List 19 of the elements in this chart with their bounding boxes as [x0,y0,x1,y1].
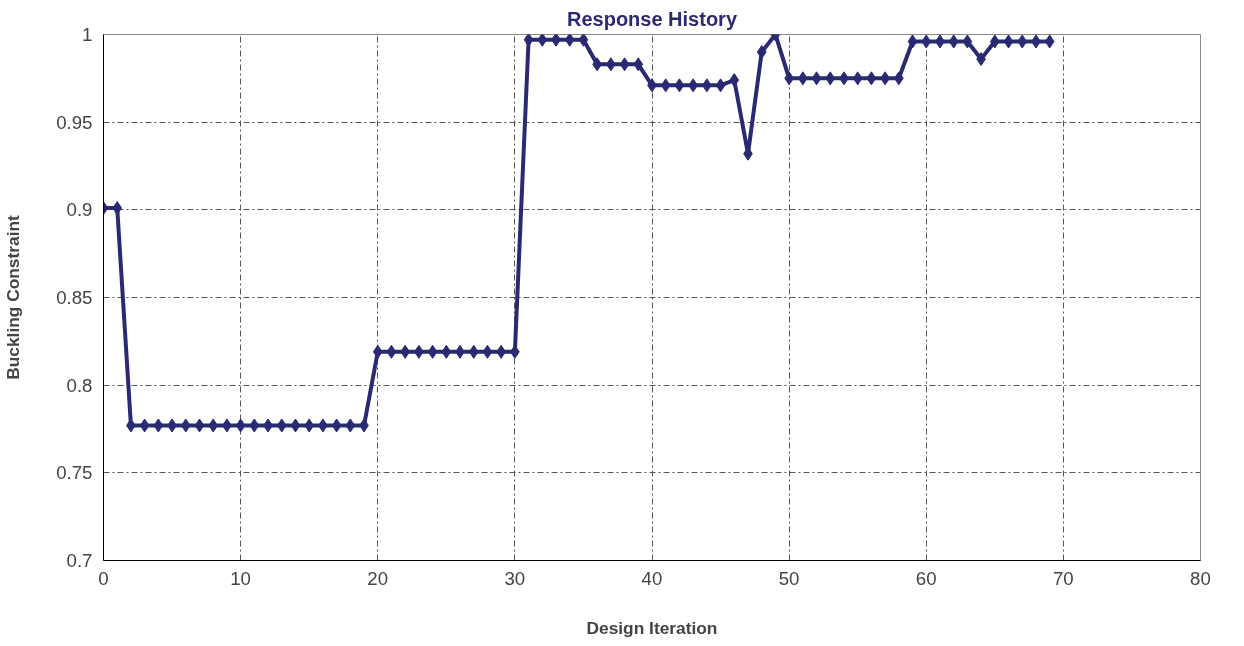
x-tick-label: 30 [504,567,526,589]
y-tick-label: 0.7 [66,550,93,571]
x-tick-label: 20 [367,567,389,589]
x-tick-label: 60 [915,567,937,589]
y-tick-label: 0.85 [56,287,93,308]
x-tick-label: 10 [230,567,252,589]
x-tick-label: 70 [1053,567,1074,589]
y-tick-label: 0.8 [66,374,93,396]
x-tick-label: 50 [778,567,800,589]
y-tick-label: 0.9 [66,199,93,221]
y-tick-label: 0.95 [56,111,93,133]
y-tick-label: 1 [82,24,93,45]
x-tick-label: 80 [1190,567,1211,589]
x-tick-label: 0 [98,567,109,589]
chart-title: Response History [566,7,738,30]
y-axis-title: Buckling Constraint [3,214,24,380]
y-tick-label: 0.75 [56,462,93,484]
x-axis-title: Design Iteration [586,617,718,638]
x-tick-label: 40 [641,567,663,589]
